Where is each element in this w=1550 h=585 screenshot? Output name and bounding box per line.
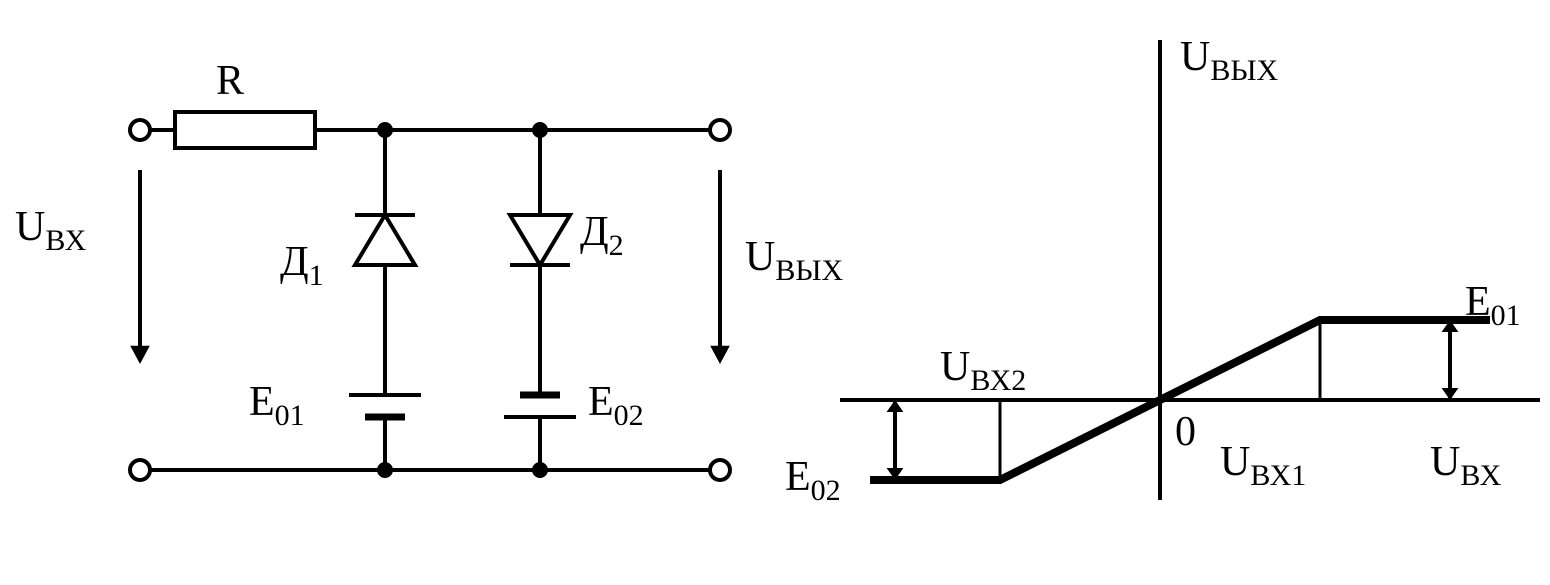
label-E02: E02 xyxy=(588,379,644,432)
label-Uin1: UВХ1 xyxy=(1220,439,1306,492)
label-Uout: UВЫХ xyxy=(745,234,844,287)
diagram-svg: R Д1 E01 Д2 E02 UВХ UВЫХ UВЫХ UВХ 0 E01 E02 UВХ1 UВХ2 xyxy=(0,0,1550,585)
label-D1: Д1 xyxy=(280,239,324,292)
label-E01: E01 xyxy=(249,379,305,432)
label-graph-E01: E01 xyxy=(1465,279,1521,332)
label-Uin2: UВХ2 xyxy=(940,344,1026,397)
label-R: R xyxy=(216,58,244,104)
label-D2: Д2 xyxy=(580,209,624,262)
resistor xyxy=(175,112,315,148)
label-zero: 0 xyxy=(1175,409,1196,455)
label-graph-E02: E02 xyxy=(785,454,841,507)
diode-d2 xyxy=(510,215,570,265)
label-Uin: UВХ xyxy=(15,204,87,257)
diode-d1 xyxy=(355,215,415,265)
label-graph-Uout: UВЫХ xyxy=(1180,34,1279,87)
label-graph-Uin: UВХ xyxy=(1430,439,1502,492)
